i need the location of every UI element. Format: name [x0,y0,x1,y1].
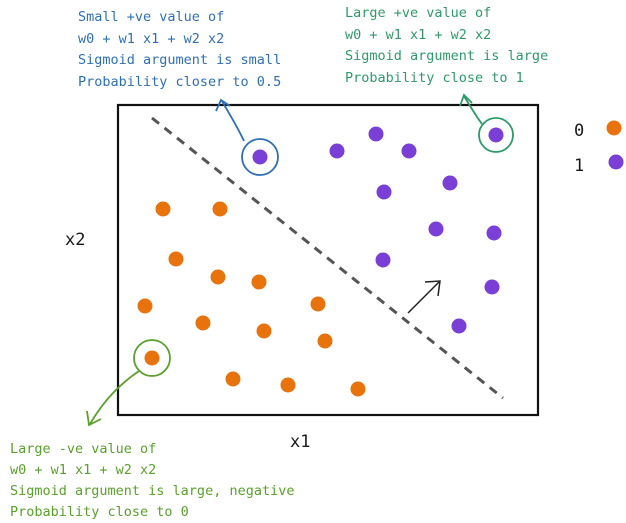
plot-frame [116,103,540,417]
y-axis-label: x2 [65,230,85,250]
annotation-line: Sigmoid argument is large, negative [10,483,294,499]
legend: 0 1 [574,120,624,176]
class-0-point [137,298,153,314]
annotation-large-positive: Large +ve value of w0 + w1 x1 + w2 x2 Si… [345,5,548,86]
annotation-large-negative: Large -ve value of w0 + w1 x1 + w2 x2 Si… [10,441,294,520]
highlight-large-negative [86,339,171,427]
annotation-line: Probability closer to 0.5 [78,74,281,90]
class-1-point [375,252,391,268]
class-1-point [329,143,345,159]
annotation-line: Sigmoid argument is small [78,52,281,68]
class-0-point [195,315,211,331]
class-0-point [256,323,272,339]
legend-swatch-1 [608,154,624,170]
annotation-line: Large -ve value of [10,441,156,457]
legend-label-1: 1 [574,156,584,176]
class-0-point [155,201,171,217]
class-0-point [310,296,326,312]
legend-swatch-0 [606,120,622,136]
class-1-point [442,175,458,191]
legend-label-0: 0 [574,121,584,141]
annotation-small-positive: Small +ve value of w0 + w1 x1 + w2 x2 Si… [78,9,281,90]
class-1-points [252,126,504,334]
annotation-line: w0 + w1 x1 + w2 x2 [345,27,491,43]
class-1-point [368,126,384,142]
annotation-line: Small +ve value of [78,9,224,25]
class-0-point [350,381,366,397]
class-0-point [144,350,160,366]
x-axis-label: x1 [290,432,310,452]
class-1-point [451,318,467,334]
class-1-point [486,225,502,241]
annotation-line: Probability close to 1 [345,70,524,86]
class-1-point [484,279,500,295]
decision-boundary [151,116,504,400]
class-0-point [212,201,228,217]
class-0-point [251,274,267,290]
class-1-point [488,127,504,143]
class-1-point [252,149,268,165]
class-0-point [317,333,333,349]
class-1-point [376,184,392,200]
annotation-line: w0 + w1 x1 + w2 x2 [10,462,156,478]
class-1-point [428,221,444,237]
class-1-point [401,143,417,159]
annotation-line: w0 + w1 x1 + w2 x2 [78,31,224,47]
class-0-point [210,269,226,285]
class-0-point [225,371,241,387]
annotation-line: Sigmoid argument is large [345,48,548,64]
annotation-line: Large +ve value of [345,5,491,21]
annotation-line: Probability close to 0 [10,504,189,520]
class-0-point [280,377,296,393]
class-0-points [137,201,366,397]
highlight-large-positive [459,93,514,153]
highlight-small-positive [215,98,279,176]
direction-arrow-icon [407,280,441,314]
class-0-point [168,251,184,267]
